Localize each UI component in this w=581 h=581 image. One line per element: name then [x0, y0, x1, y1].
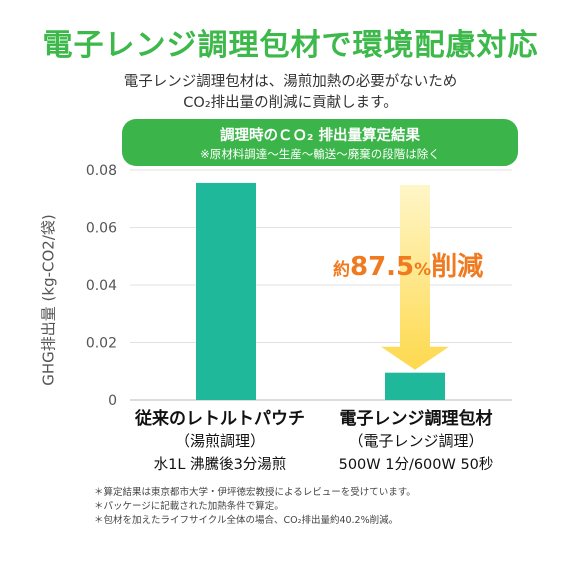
footnote: ＊パッケージに記載された加熱条件で算定。	[94, 501, 284, 512]
bar-conventional	[196, 182, 256, 400]
category-method: （電子レンジ調理）	[348, 432, 484, 450]
footnote: ＊算定結果は東京都市大学・伊坪徳宏教授によるレビューを受けています。	[94, 487, 416, 498]
category-label: 従来のレトルトパウチ	[135, 409, 305, 429]
y-tick-label: 0.04	[86, 278, 117, 294]
result-banner: 調理時のＣＯ₂ 排出量算定結果 ※原材料調達〜生産〜輸送〜廃棄の段階は除く	[122, 119, 518, 166]
subtitle-line-2: CO₂排出量の削減に貢献します。	[183, 95, 398, 111]
banner-note: ※原材料調達〜生産〜輸送〜廃棄の段階は除く	[200, 147, 440, 161]
category-condition: 500W 1分/600W 50秒	[338, 457, 494, 473]
reduction-prefix: 約	[333, 260, 350, 280]
banner-title: 調理時のＣＯ₂ 排出量算定結果	[220, 128, 420, 144]
reduction-arrow	[381, 184, 449, 370]
y-tick-label: 0.08	[86, 163, 117, 179]
subtitle-line-1: 電子レンジ調理包材は、湯煎加熱の必要がないため	[123, 74, 458, 90]
y-tick-label: 0.02	[86, 336, 117, 352]
reduction-unit: %	[414, 260, 432, 280]
y-tick-label: 0.06	[86, 221, 117, 237]
footnotes: ＊算定結果は東京都市大学・伊坪徳宏教授によるレビューを受けています。 ＊パッケー…	[94, 486, 416, 528]
category-method: （湯煎調理）	[174, 432, 265, 450]
bar-microwave	[385, 372, 445, 400]
category-microwave: 電子レンジ調理包材 （電子レンジ調理） 500W 1分/600W 50秒	[316, 404, 516, 474]
page-title: 電子レンジ調理包材で環境配慮対応	[42, 28, 539, 63]
reduction-annotation: 約87.5%削減	[333, 246, 483, 283]
category-conventional: 従来のレトルトパウチ （湯煎調理） 水1L 沸騰後3分湯煎	[120, 404, 320, 474]
category-label: 電子レンジ調理包材	[339, 409, 493, 429]
y-tick-label: 0	[108, 393, 117, 409]
reduction-suffix: 削減	[431, 252, 484, 282]
reduction-value: 87.5	[350, 252, 415, 282]
y-axis-label: GHG排出量 (kg-CO2/袋)	[39, 214, 58, 386]
footnote: ＊包材を加えたライフサイクル全体の場合、CO₂排出量約40.2%削減。	[94, 515, 399, 526]
category-condition: 水1L 沸騰後3分湯煎	[153, 457, 287, 473]
